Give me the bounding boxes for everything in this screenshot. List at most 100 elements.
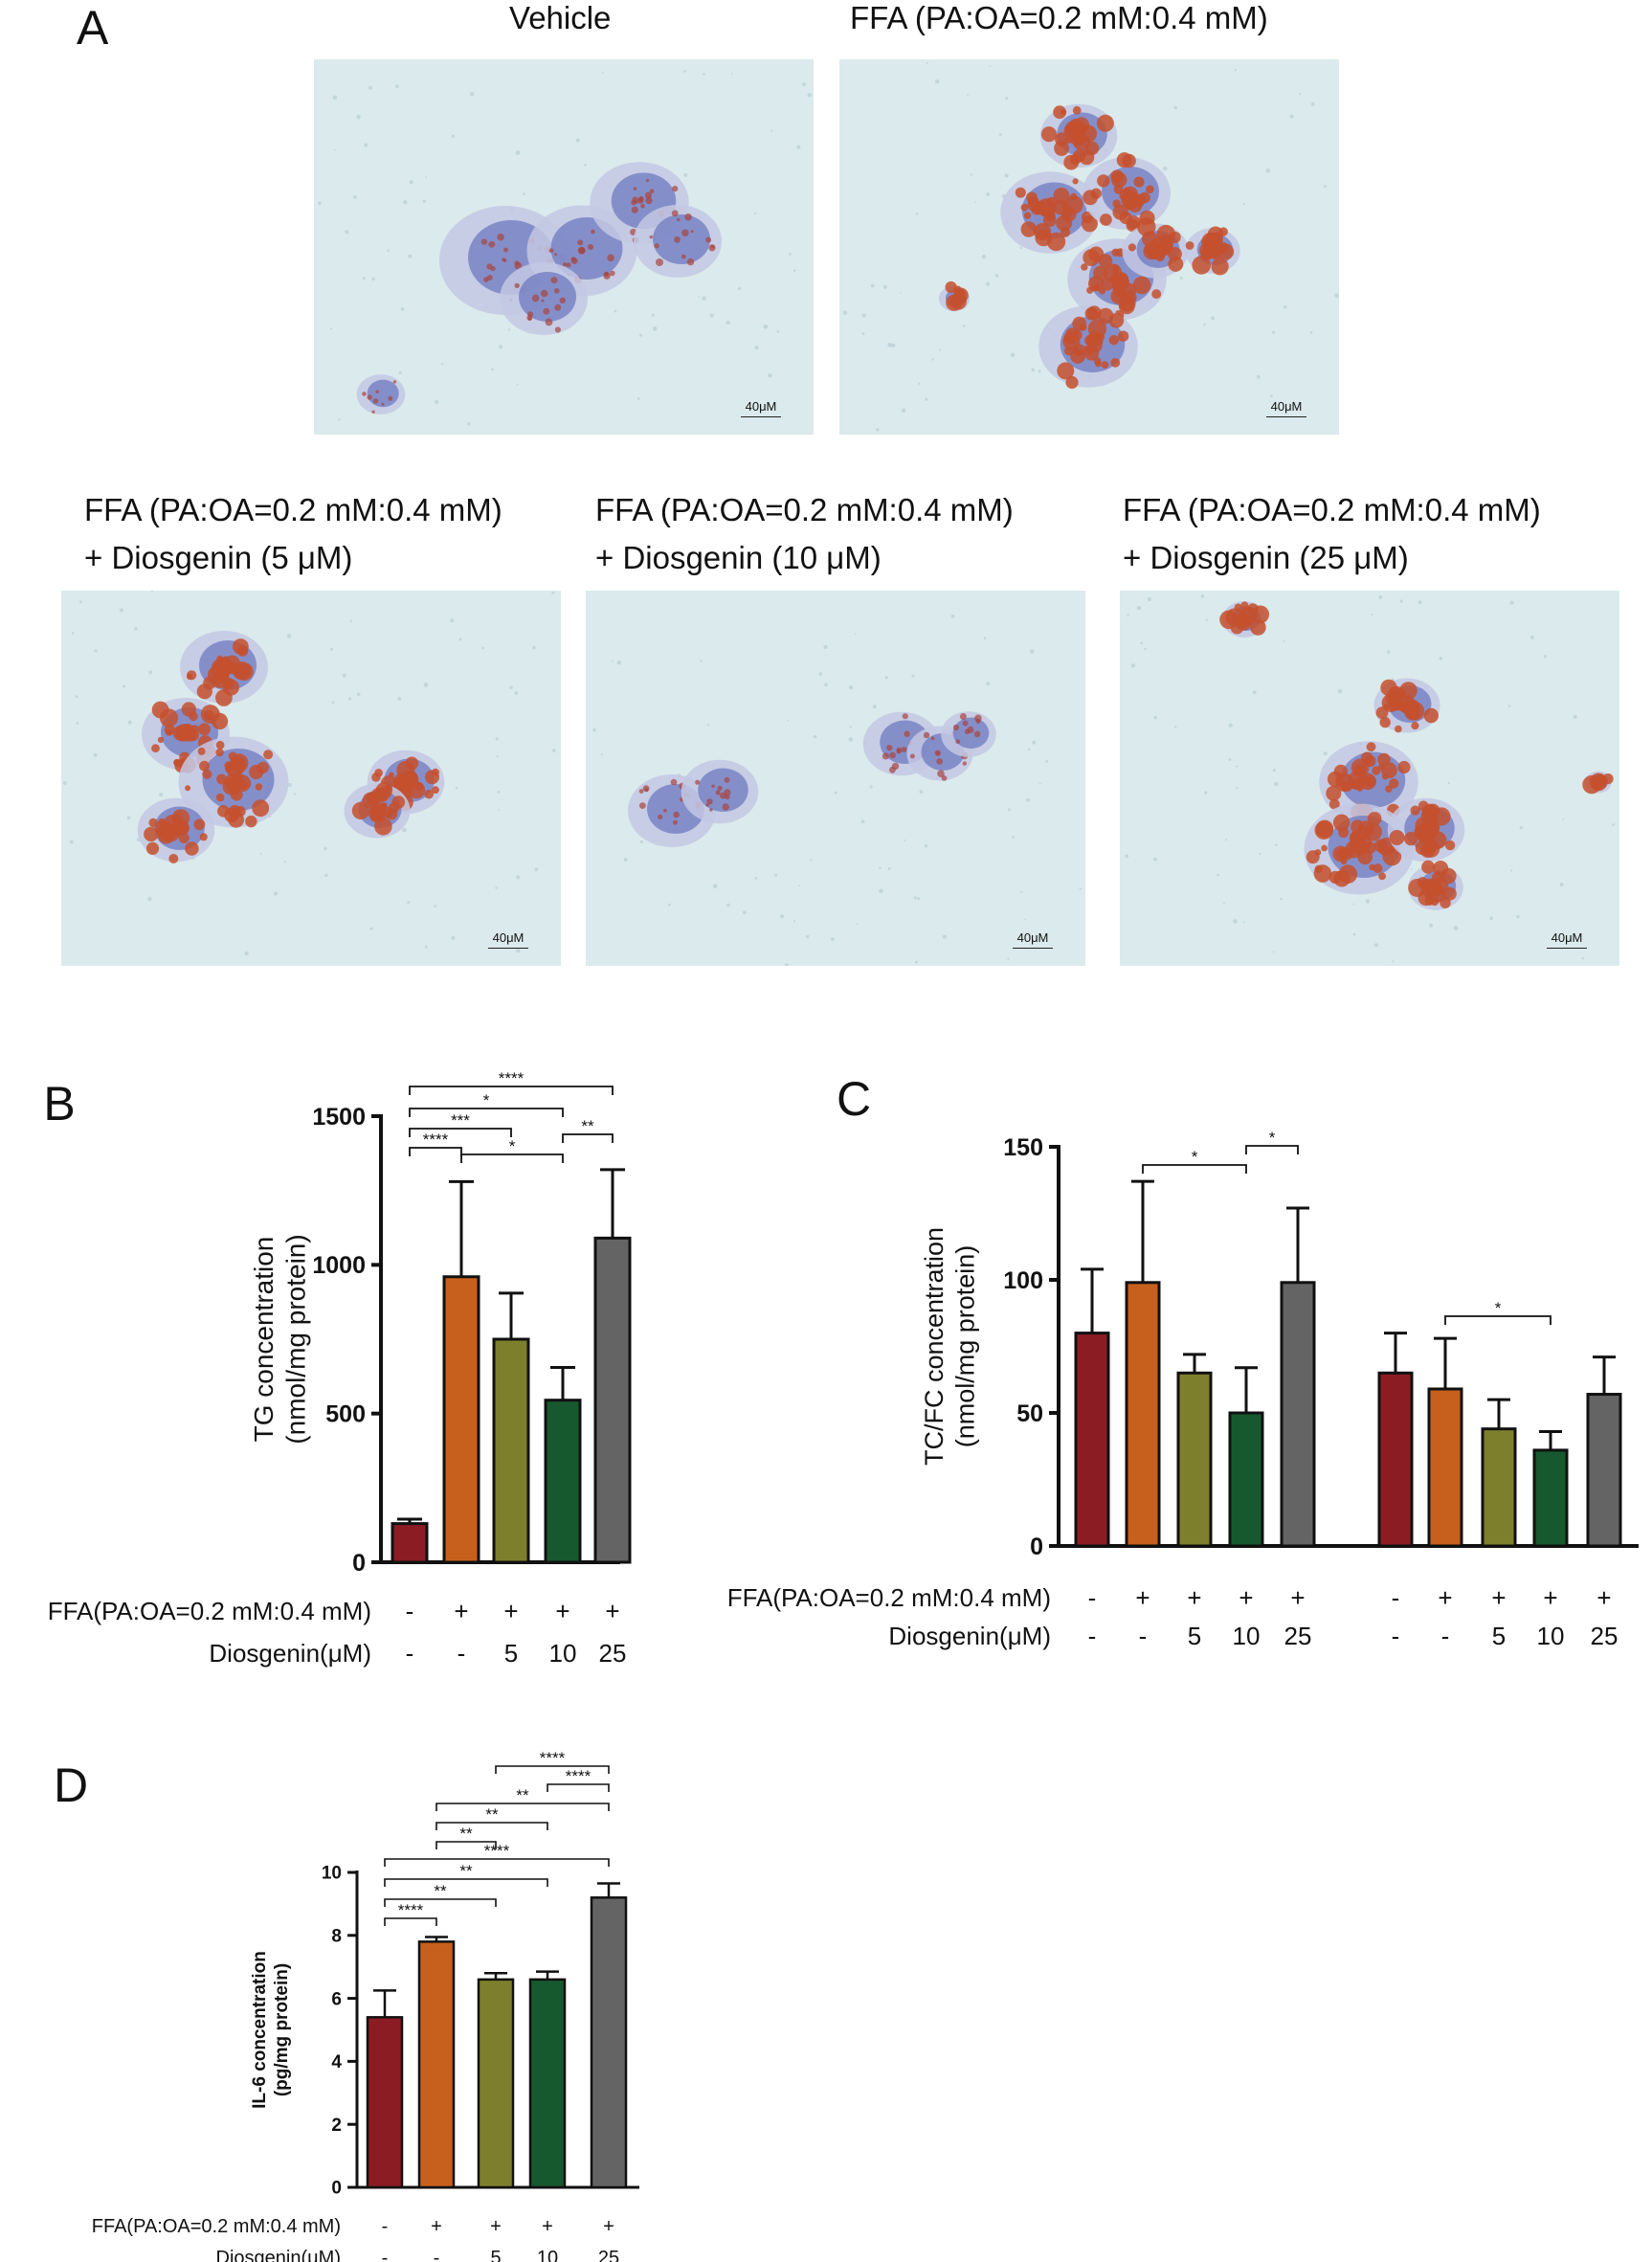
background-speckle [919,790,924,795]
background-speckle [1509,600,1514,605]
background-speckle [780,914,785,919]
lipid-droplet [1314,820,1333,840]
diosgenin-row-value: - [382,2248,389,2262]
background-speckle [93,752,98,757]
lipid-droplet [543,307,550,315]
diosgenin-row-value: - [1139,1622,1148,1650]
lipid-droplet [1151,289,1162,300]
lipid-droplet [1424,895,1435,906]
lipid-droplet [1208,232,1223,247]
lipid-droplet [1098,254,1113,268]
lipid-droplet [391,795,406,809]
background-speckle [575,138,580,143]
lipid-droplet [1132,276,1151,295]
background-speckle [848,737,854,742]
ffa-row-label: FFA(PA:OA=0.2 mM:0.4 mM) [727,1583,1051,1612]
lipid-droplet [674,235,681,243]
diosgenin-row-value: 25 [1284,1622,1312,1650]
ffa-row-value: + [1438,1583,1452,1612]
lipid-droplet [1351,819,1365,834]
lipid-droplet [577,239,584,246]
background-speckle [356,114,361,120]
lipid-droplet [502,258,506,262]
ffa-row-value: + [542,2216,553,2237]
background-speckle [925,397,928,401]
background-speckle [1274,781,1279,787]
lipid-droplet [649,189,655,193]
background-speckle [924,844,928,848]
background-speckle [1236,786,1239,790]
background-speckle [849,726,852,728]
background-speckle [798,885,800,886]
background-speckle [1378,595,1383,599]
background-speckle [935,79,940,84]
background-speckle [915,960,918,964]
background-speckle [754,212,757,214]
lipid-droplet [1082,211,1094,224]
lipid-droplet [1127,243,1136,252]
background-speckle [1289,114,1294,119]
lipid-droplet [514,260,520,266]
background-speckle [584,163,587,167]
diosgenin-row-value: 5 [504,1639,518,1668]
lipid-droplet [681,229,689,237]
lipid-droplet [1373,839,1388,853]
background-speckle [915,213,919,215]
lipid-droplet [1410,805,1420,816]
bar-vehicle [1074,1332,1110,1548]
background-speckle [1280,898,1283,901]
background-speckle [784,963,789,966]
background-speckle [534,867,539,872]
image-title-dio25: FFA (PA:OA=0.2 mM:0.4 mM) + Diosgenin (2… [1123,486,1541,582]
image-title-dio5: FFA (PA:OA=0.2 mM:0.4 mM) + Diosgenin (5… [84,486,502,582]
background-speckle [726,321,730,325]
lipid-droplet [631,199,636,206]
background-speckle [639,333,642,337]
background-speckle [283,861,286,863]
background-speckle [861,313,866,318]
micrograph-ffa-dio5: 40μM [61,591,561,966]
background-speckle [1153,715,1157,720]
background-speckle [913,896,917,900]
lipid-droplet [1219,610,1239,630]
lipid-droplet [252,799,270,817]
lipid-droplet [1321,844,1328,852]
lipid-droplet [145,841,160,855]
diosgenin-row-value: - [1088,1622,1097,1650]
lipid-droplet [1399,682,1418,700]
background-speckle [931,358,934,361]
significance-label: **** [540,1749,566,1767]
lipid-droplet [373,805,384,816]
lipid-droplet [1415,840,1430,856]
lipid-droplet [200,705,220,724]
background-speckle [926,62,928,64]
image-title-line1: FFA (PA:OA=0.2 mM:0.4 mM) [1123,492,1541,527]
lipid-droplet [190,725,199,734]
lipid-droplet [1020,203,1029,212]
background-speckle [1299,93,1302,96]
background-speckle [287,783,292,787]
ffa-row-value: + [1290,1583,1305,1612]
background-speckle [796,145,801,149]
lipid-droplet [955,289,966,300]
lipid-droplet [1070,128,1084,143]
lipid-droplet [1072,105,1082,115]
background-speckle [1140,641,1143,645]
significance-label: **** [484,1842,510,1860]
lipid-droplet [1363,822,1382,841]
panel-a-label: A [77,1,109,55]
significance-bracket [435,1822,548,1830]
background-speckle [1225,839,1228,841]
lipid-droplet [1314,864,1323,873]
background-speckle [1228,758,1232,761]
lipid-droplet [1423,707,1439,724]
background-speckle [1029,649,1035,654]
background-speckle [1235,765,1239,768]
lipid-droplet [1084,306,1099,321]
background-speckle [974,201,977,203]
diosgenin-row-value: 5 [490,2248,501,2262]
lipid-droplet [1381,773,1389,780]
background-speckle [369,927,373,930]
ffa-row-value: + [1187,1583,1201,1612]
